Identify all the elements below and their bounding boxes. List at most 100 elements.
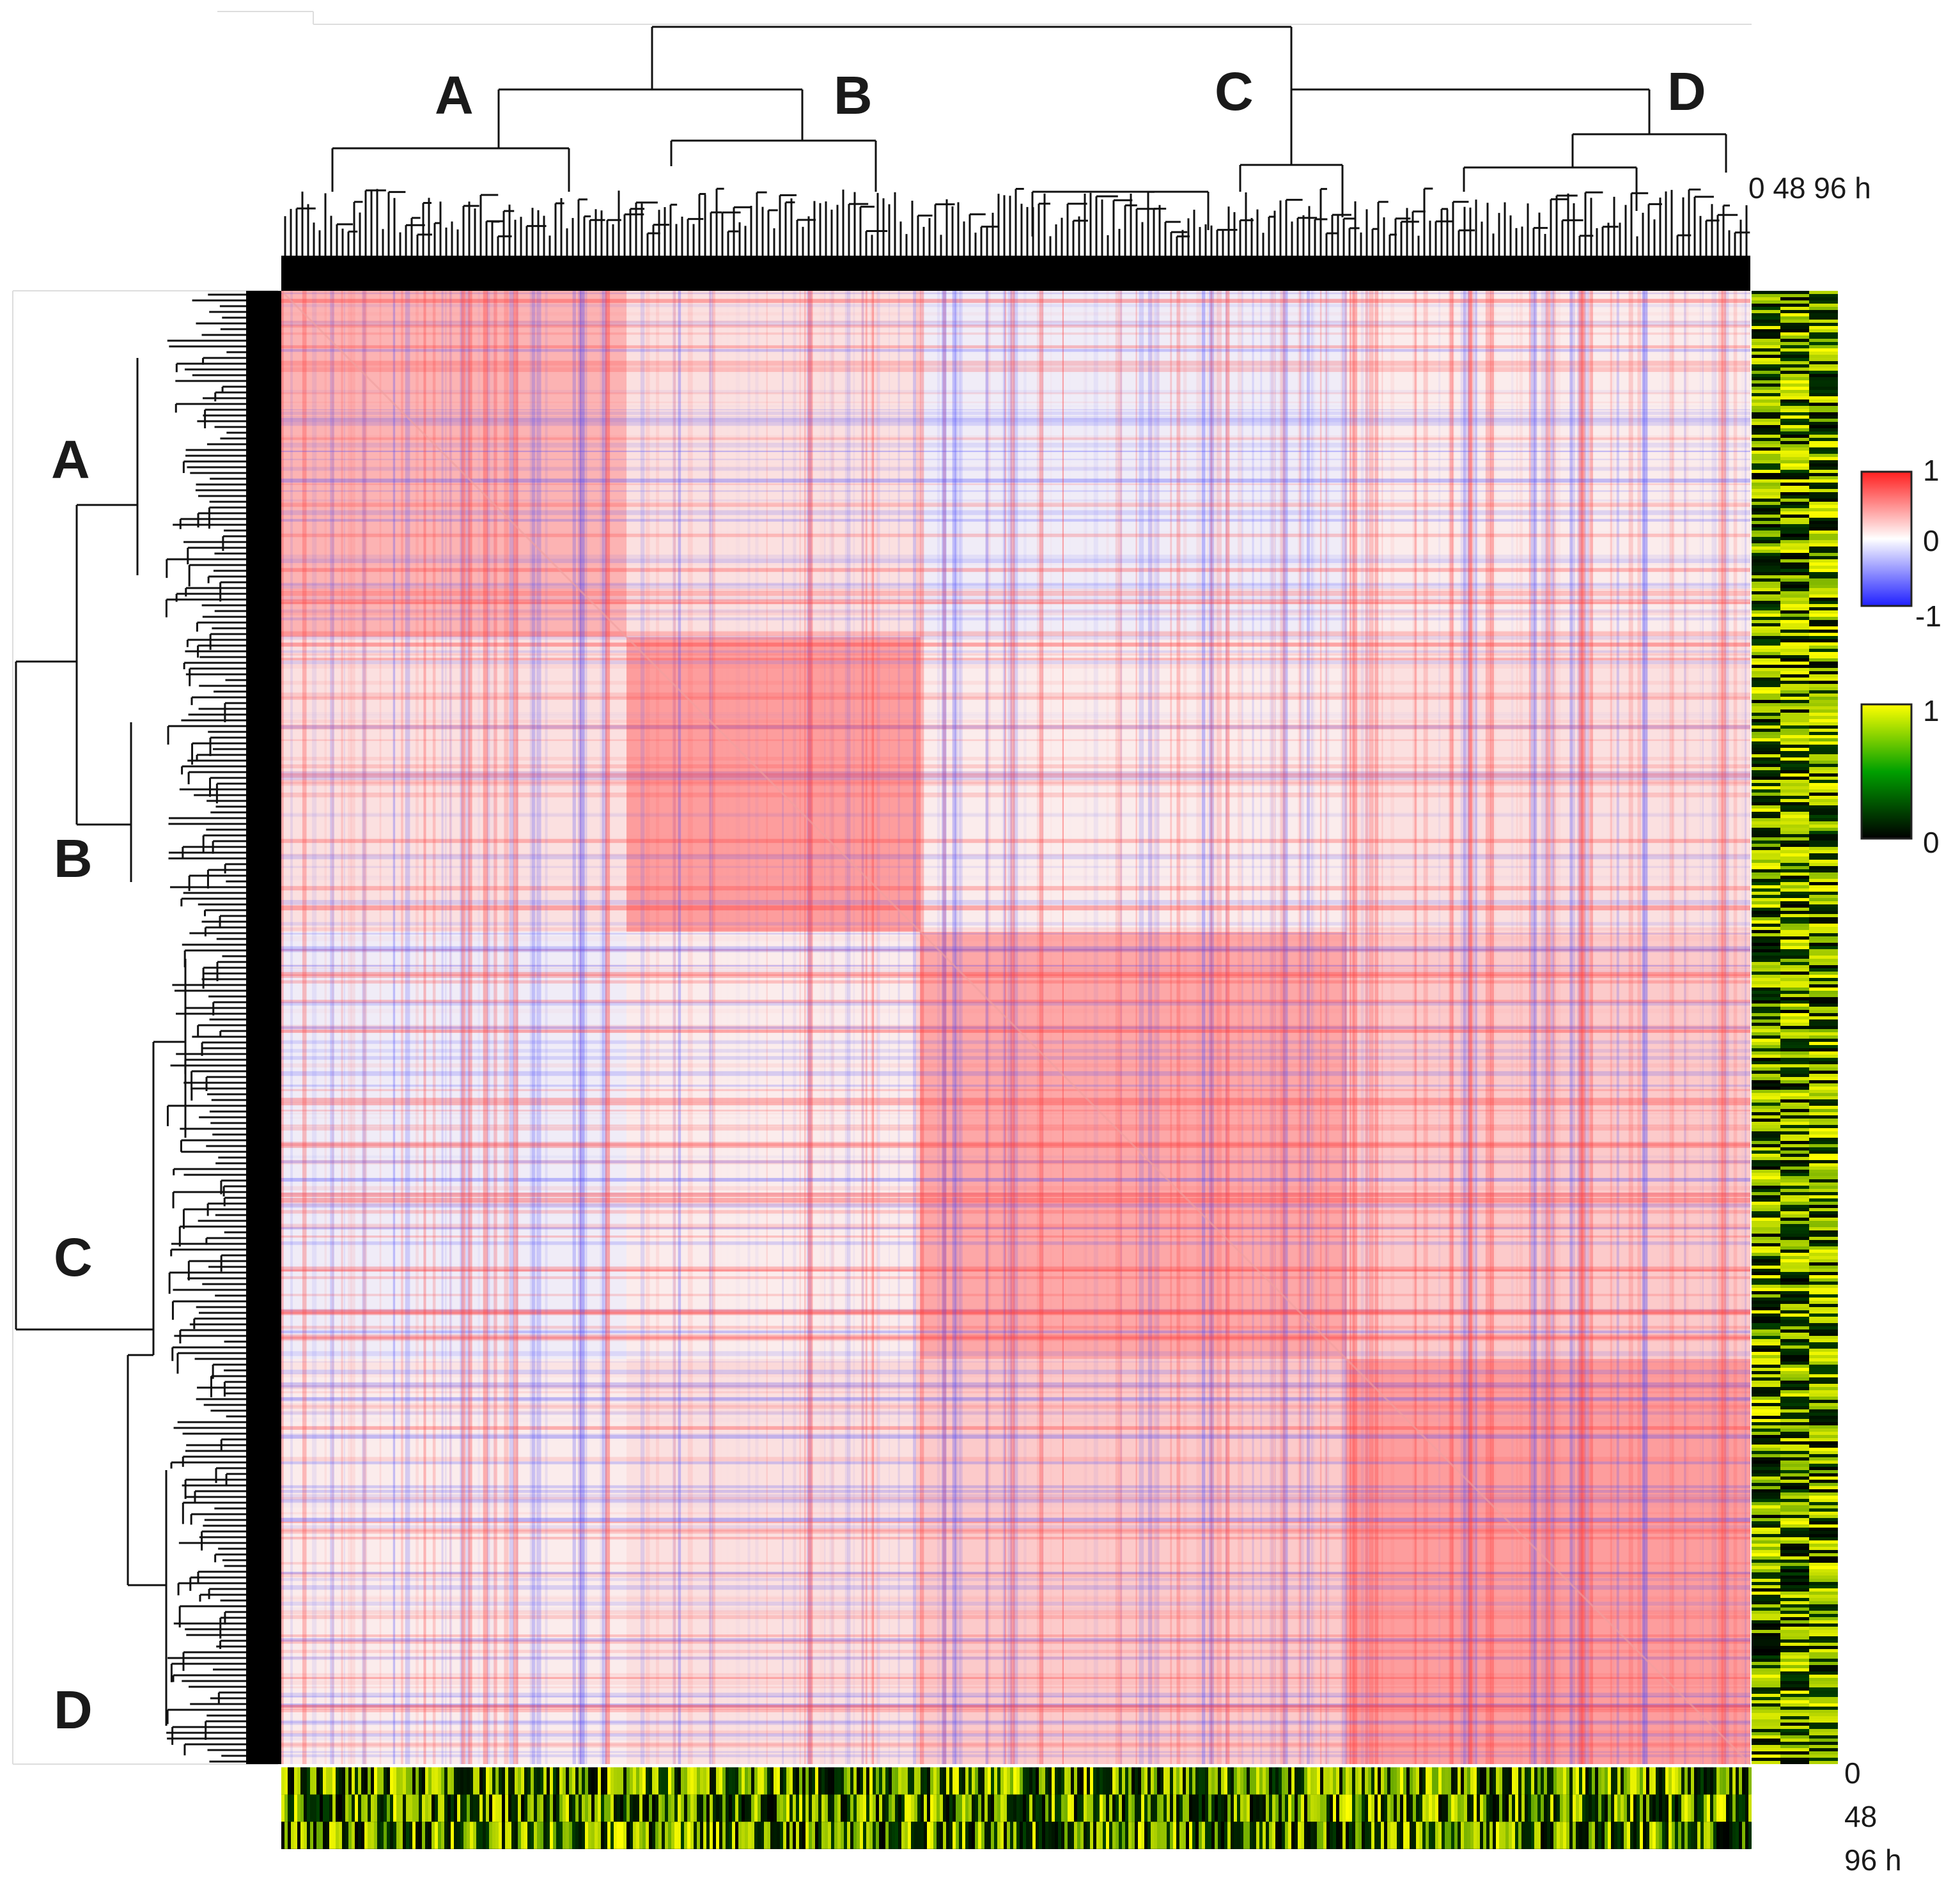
expression-cell <box>1809 741 1838 745</box>
expression-cell <box>1809 352 1838 355</box>
expression-cell <box>1752 1243 1780 1246</box>
expression-cell <box>1780 393 1809 396</box>
expression-cell <box>1780 499 1809 502</box>
heatmap-column-stripe <box>889 291 891 1764</box>
expression-cell <box>307 1767 310 1795</box>
expression-cell <box>1589 1794 1592 1822</box>
expression-cell <box>735 1767 738 1795</box>
heatmap-row-stripe <box>281 1730 1750 1731</box>
expression-cell <box>1809 1636 1838 1639</box>
expression-cell <box>1752 904 1780 908</box>
expression-cell <box>1752 770 1780 773</box>
expression-cell <box>1780 387 1809 390</box>
expression-cell <box>1464 1767 1467 1795</box>
expression-cell <box>1780 1393 1809 1397</box>
expression-cell <box>1598 1822 1601 1849</box>
expression-colorbar-gradient <box>1860 703 1913 840</box>
expression-cell <box>1752 460 1780 463</box>
expression-cell <box>997 1767 1000 1795</box>
expression-cell <box>585 1794 588 1822</box>
expression-cell <box>1387 1767 1390 1795</box>
expression-cell <box>796 1767 799 1795</box>
expression-cell <box>595 1822 598 1849</box>
expression-cell <box>825 1794 828 1822</box>
expression-cell <box>1780 531 1809 534</box>
expression-cell <box>1752 1579 1780 1582</box>
expression-cell <box>1809 630 1838 633</box>
expression-cell <box>1163 1822 1167 1849</box>
expression-cell <box>1352 1767 1355 1795</box>
expression-cell <box>1048 1767 1052 1795</box>
expression-cell <box>1592 1794 1595 1822</box>
expression-cell <box>1592 1822 1595 1849</box>
expression-cell <box>1809 291 1838 294</box>
expression-cell <box>1042 1822 1045 1849</box>
expression-cell <box>972 1794 975 1822</box>
expression-cell <box>1809 735 1838 738</box>
expression-cell <box>1752 1272 1780 1275</box>
expression-cell <box>1780 709 1809 713</box>
expression-cell <box>1068 1822 1071 1849</box>
expression-cell <box>511 1822 515 1849</box>
expression-cell <box>1090 1794 1093 1822</box>
heatmap-column-stripe <box>1299 291 1302 1764</box>
expression-cell <box>681 1822 684 1849</box>
expression-cell <box>1023 1794 1026 1822</box>
heatmap-column-stripe <box>1669 291 1674 1764</box>
expression-cell <box>1752 975 1780 978</box>
expression-cell <box>1752 732 1780 735</box>
expression-cell <box>1780 1278 1809 1282</box>
expression-cell <box>1707 1822 1710 1849</box>
heatmap-column-stripe <box>513 291 518 1764</box>
expression-cell <box>1752 1192 1780 1195</box>
expression-cell <box>534 1822 537 1849</box>
expression-cell <box>1780 329 1809 332</box>
expression-cell <box>447 1767 451 1795</box>
heatmap-column-stripe <box>985 291 991 1764</box>
expression-cell <box>556 1822 559 1849</box>
expression-cell <box>1052 1822 1055 1849</box>
expression-cell <box>1809 476 1838 479</box>
expression-cell <box>1752 489 1780 492</box>
expression-cell <box>441 1822 444 1849</box>
expression-cell <box>924 1822 927 1849</box>
expression-cell <box>1780 1237 1809 1240</box>
expression-cell <box>1780 1438 1809 1441</box>
expression-cell <box>1470 1822 1474 1849</box>
expression-cell <box>1809 316 1838 320</box>
expression-cell <box>885 1767 889 1795</box>
expression-cell <box>1483 1822 1486 1849</box>
expression-cell <box>1752 598 1780 601</box>
expression-cell <box>1752 1035 1780 1039</box>
expression-cell <box>1752 1732 1780 1735</box>
expression-cell <box>1809 1157 1838 1160</box>
expression-cell <box>1176 1794 1179 1822</box>
expression-cell <box>1809 1058 1838 1061</box>
expression-cell <box>1752 1445 1780 1448</box>
expression-cell <box>1752 892 1780 895</box>
expression-cell <box>697 1822 700 1849</box>
expression-cell <box>1809 1045 1838 1048</box>
heatmap-column-stripe <box>782 291 784 1764</box>
heatmap-block <box>281 931 627 1360</box>
expression-cell <box>1547 1822 1550 1849</box>
expression-cell <box>438 1822 441 1849</box>
expression-cell <box>1809 764 1838 767</box>
expression-cell <box>1809 1381 1838 1384</box>
expression-cell <box>1752 1665 1780 1668</box>
heatmap-column-stripe <box>1208 291 1214 1764</box>
heatmap-column-stripe <box>1156 291 1160 1764</box>
heatmap-column-stripe <box>1412 291 1417 1764</box>
expression-cell <box>339 1822 342 1849</box>
expression-cell <box>726 1794 729 1822</box>
expression-cell <box>352 1822 355 1849</box>
expression-cell <box>1653 1822 1656 1849</box>
heatmap-column-stripe <box>1452 291 1454 1764</box>
expression-cell <box>463 1767 467 1795</box>
heatmap-row-stripe <box>281 719 1750 724</box>
expression-cell <box>1422 1822 1426 1849</box>
expression-cell <box>1809 1208 1838 1211</box>
expression-cell <box>1752 837 1780 841</box>
expression-cell <box>492 1822 495 1849</box>
expression-cell <box>1752 1381 1780 1384</box>
